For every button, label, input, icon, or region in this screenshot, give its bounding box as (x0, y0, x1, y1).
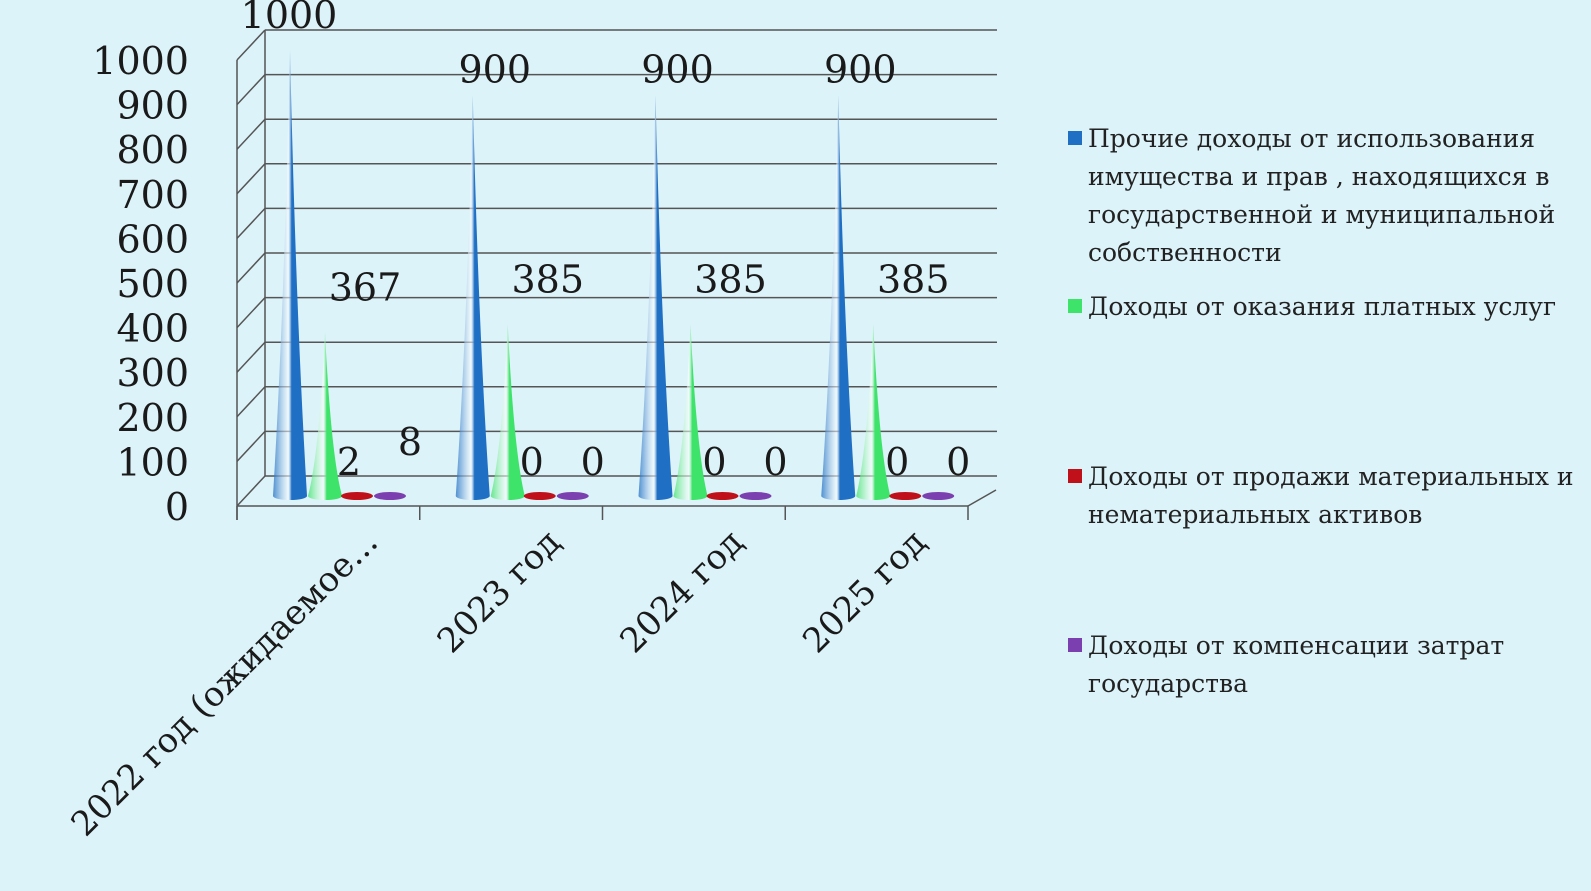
data-label-s1-c0: 367 (329, 265, 402, 309)
cone-s1-c3 (856, 324, 891, 500)
y-tick-label-6: 600 (116, 217, 189, 261)
category-label-1: 2023 год (430, 522, 569, 661)
grid-diagonal-1 (236, 430, 266, 462)
legend-item-1: Прочие доходы от использования имущества… (1068, 120, 1578, 272)
grid-diagonal-6 (236, 207, 266, 239)
category-label-3: 2025 год (795, 522, 934, 661)
cone-base-s2-c3 (889, 492, 922, 500)
legend-label-1: Прочие доходы от использования имущества… (1088, 124, 1556, 267)
grid-diagonal-3 (236, 341, 266, 373)
grid-diagonal-0 (236, 475, 266, 507)
legend-item-4: Доходы от компенсации затрат государства (1068, 627, 1578, 703)
y-tick-label-9: 900 (116, 84, 189, 128)
y-tick-label-4: 400 (116, 307, 189, 351)
plot-marks (273, 50, 955, 500)
cone-s1-c0 (308, 332, 342, 500)
cone-s1-c2 (673, 324, 708, 500)
data-label-s3-c2: 0 (763, 440, 787, 484)
legend-swatch-4 (1068, 638, 1082, 652)
y-tick-label-5: 500 (116, 262, 189, 306)
y-tick-label-3: 300 (116, 351, 189, 395)
legend-label-4: Доходы от компенсации затрат государства (1088, 631, 1505, 698)
data-label-s1-c1: 385 (511, 257, 584, 301)
y-tick-label-1: 100 (116, 440, 189, 484)
y-tick-label-2: 200 (116, 396, 189, 440)
cone-s0-c2 (638, 94, 673, 500)
x-axis: 2022 год (ожидаемое... 2023 год 2024 год 20… (64, 522, 935, 844)
y-tick-label-7: 700 (116, 173, 189, 217)
cone-base-s2-c0 (341, 492, 373, 500)
data-label-s3-c3: 0 (946, 440, 970, 484)
grid-diagonal-9 (236, 74, 266, 106)
legend-item-2: Доходы от оказания платных услуг (1068, 288, 1578, 326)
cone-s1-c1 (490, 324, 525, 500)
category-label-0: 2022 год (ожидаемое... (64, 522, 386, 844)
cone-base-s3-c3 (922, 492, 955, 500)
grid-diagonal-4 (236, 297, 266, 329)
data-label-s1-c2: 385 (694, 257, 767, 301)
cone-s0-c3 (821, 94, 856, 500)
y-tick-label-8: 800 (116, 128, 189, 172)
data-label-s3-c1: 0 (581, 440, 605, 484)
cone-base-s3-c0 (374, 492, 406, 500)
legend-swatch-3 (1068, 469, 1082, 483)
legend-label-3: Доходы от продажи материальных и нематер… (1088, 462, 1574, 529)
legend-label-2: Доходы от оказания платных услуг (1088, 292, 1557, 321)
y-tick-label-10: 1000 (92, 39, 189, 83)
data-label-s2-c0: 2 (337, 440, 361, 484)
legend-item-3: Доходы от продажи материальных и нематер… (1068, 458, 1578, 534)
category-label-2: 2024 год (612, 522, 751, 661)
data-label-s2-c1: 0 (520, 440, 544, 484)
floor-right-edge (967, 489, 997, 507)
data-label-s0-c1: 900 (458, 48, 531, 92)
grid (236, 29, 997, 520)
data-label-s0-c3: 900 (824, 48, 897, 92)
cone-s0-c1 (455, 94, 490, 500)
legend-swatch-2 (1068, 299, 1082, 313)
legend: Прочие доходы от использования имущества… (1068, 0, 1583, 891)
grid-diagonal-10 (236, 29, 266, 61)
grid-diagonal-7 (236, 163, 266, 195)
data-label-s2-c3: 0 (885, 440, 909, 484)
data-label-s1-c3: 385 (877, 257, 950, 301)
data-label-s0-c0: 1000 (241, 0, 338, 37)
cone-base-s2-c2 (706, 492, 739, 500)
data-label-s2-c2: 0 (702, 440, 726, 484)
y-tick-label-0: 0 (165, 485, 189, 529)
grid-diagonal-5 (236, 252, 266, 284)
data-label-s0-c2: 900 (641, 48, 714, 92)
cone-base-s3-c1 (556, 492, 589, 500)
data-label-s3-c0: 8 (398, 420, 422, 464)
grid-diagonal-2 (236, 386, 266, 418)
grid-diagonal-8 (236, 118, 266, 150)
cone-base-s2-c1 (523, 492, 556, 500)
legend-swatch-1 (1068, 131, 1082, 145)
cone-base-s3-c2 (739, 492, 772, 500)
cone-s0-c0 (273, 50, 307, 500)
